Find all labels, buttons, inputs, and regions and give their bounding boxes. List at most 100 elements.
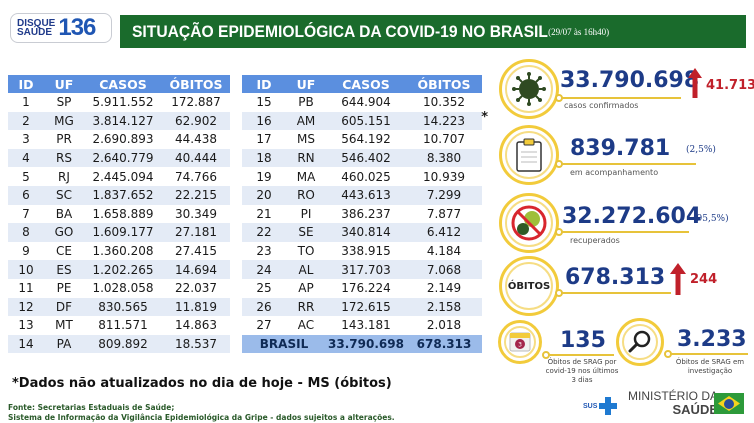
srag-recent-label-line: 3 dias xyxy=(571,376,593,384)
cell-obitos: 7.068 xyxy=(406,260,482,279)
cell-casos: 172.615 xyxy=(326,297,406,317)
source-line-2: Sistema de Informação da Vigilância Epid… xyxy=(8,413,395,422)
cell-casos: 809.892 xyxy=(84,334,162,354)
cell-id: 15 xyxy=(256,95,272,110)
total-label: BRASIL xyxy=(242,334,326,354)
cell-casos: 443.613 xyxy=(326,185,406,205)
cell-id: 12 xyxy=(8,297,44,317)
ministry-line-2: SAÚDE xyxy=(672,402,719,417)
page-title: SITUAÇÃO EPIDEMIOLÓGICA DA COVID-19 NO B… xyxy=(132,21,548,41)
cell-casos: 1.360.208 xyxy=(92,244,154,259)
cell-uf: MG xyxy=(44,111,84,131)
table-row: 23 TO 338.915 4.184 xyxy=(242,242,482,261)
cell-id: 20 xyxy=(242,185,286,205)
recovered-icon-ring xyxy=(499,193,559,253)
cell-obitos: 22.037 xyxy=(175,281,217,296)
cell-id: 9 xyxy=(22,244,30,259)
table-row: 16 AM 605.151 14.223 * xyxy=(242,110,488,131)
cell-id: 2 xyxy=(8,111,44,131)
cell-obitos: 18.537 xyxy=(162,334,230,354)
cell-uf: AP xyxy=(298,281,314,296)
cell-casos: 5.911.552 xyxy=(92,95,154,110)
cell-obitos: 4.184 xyxy=(426,244,462,259)
cell-obitos: 22.215 xyxy=(162,185,230,205)
table-row: 11 PE 1.028.058 22.037 xyxy=(8,279,230,298)
cell-id: 10 xyxy=(8,260,44,279)
table-row: 5 RJ 2.445.094 74.766 xyxy=(8,167,230,186)
deaths-delta: 244 xyxy=(690,272,718,287)
deaths-value: 678.313 xyxy=(565,265,666,290)
cell-id: 19 xyxy=(256,169,272,184)
confirmed-delta: 41.713 xyxy=(706,78,754,93)
cell-obitos: 8.380 xyxy=(406,148,482,168)
calendar-icon: 3 xyxy=(509,332,531,352)
monitoring-underline xyxy=(561,163,696,165)
cell-id: 27 xyxy=(256,318,272,333)
deaths-badge: ÓBITOS xyxy=(507,280,551,292)
cell-uf: CE xyxy=(56,244,72,259)
deaths-underline xyxy=(561,292,671,294)
cell-obitos: 10.352 xyxy=(423,95,465,110)
cell-id: 17 xyxy=(256,132,272,147)
up-arrow-icon xyxy=(688,68,702,98)
cell-uf: MT xyxy=(55,318,73,333)
magnifier-icon xyxy=(628,330,651,353)
cell-obitos: 14.863 xyxy=(175,318,217,333)
source-text: Fonte: Secretarias Estaduais de Saúde; S… xyxy=(8,403,395,423)
monitoring-pct: (2,5%) xyxy=(686,145,716,155)
cell-uf: SE xyxy=(286,223,326,242)
cell-casos: 3.814.127 xyxy=(84,111,162,131)
table-row: 19 MA 460.025 10.939 xyxy=(242,167,482,186)
cell-casos: 2.445.094 xyxy=(92,169,154,184)
deaths-badge-ring: ÓBITOS xyxy=(499,256,559,316)
recovered-label: recuperados xyxy=(570,236,620,245)
cell-uf: RN xyxy=(286,148,326,168)
cell-casos: 564.192 xyxy=(341,132,391,147)
cell-casos: 830.565 xyxy=(84,297,162,317)
cell-uf: MS xyxy=(297,132,315,147)
cell-uf: BA xyxy=(55,206,73,221)
cell-obitos: 40.444 xyxy=(162,148,230,168)
cell-obitos: 11.819 xyxy=(162,297,230,317)
table-row: 4 RS 2.640.779 40.444 xyxy=(8,148,230,168)
table-row: 3 PR 2.690.893 44.438 xyxy=(8,130,230,149)
srag-investigation-label-line: investigação xyxy=(687,367,733,375)
cell-obitos: 172.887 xyxy=(171,95,221,110)
cell-id: 4 xyxy=(8,148,44,168)
table-row: 12 DF 830.565 11.819 xyxy=(8,297,230,317)
cell-uf: PE xyxy=(56,281,72,296)
cell-id: 3 xyxy=(22,132,30,147)
cell-casos: 317.703 xyxy=(326,260,406,279)
table-row: 7 BA 1.658.889 30.349 xyxy=(8,205,230,224)
cell-uf: TO xyxy=(297,244,315,259)
cell-obitos: 2.149 xyxy=(426,281,462,296)
table-row: 1 SP 5.911.552 172.887 xyxy=(8,93,230,112)
confirmed-underline xyxy=(561,97,681,99)
cell-id: 25 xyxy=(256,281,272,296)
cell-casos: 1.658.889 xyxy=(92,206,154,221)
cell-casos: 143.181 xyxy=(341,318,391,333)
confirmed-label: casos confirmados xyxy=(564,101,639,110)
table-row: 26 RR 172.615 2.158 xyxy=(242,297,482,317)
page-title-bar: SITUAÇÃO EPIDEMIOLÓGICA DA COVID-19 NO B… xyxy=(120,15,746,48)
cell-obitos: 14.694 xyxy=(162,260,230,279)
cell-casos: 1.028.058 xyxy=(92,281,154,296)
brazil-flag-icon xyxy=(714,393,744,414)
col-obitos: ÓBITOS xyxy=(162,75,230,93)
monitoring-label: em acompanhamento xyxy=(570,168,659,177)
col-casos: CASOS xyxy=(326,75,406,93)
cell-id: 7 xyxy=(22,206,30,221)
col-uf: UF xyxy=(44,75,84,93)
confirmed-icon-ring xyxy=(499,59,559,119)
cell-uf: AM xyxy=(286,111,326,131)
col-uf: UF xyxy=(286,75,326,93)
table-row: 27 AC 143.181 2.018 xyxy=(242,316,482,335)
srag-investigation-value: 3.233 xyxy=(677,327,747,352)
ministry-line-1: MINISTÉRIO DA xyxy=(628,389,719,403)
disque-saude-136-logo: DISQUE SAÚDE 136 xyxy=(10,13,112,43)
table-row: 21 PI 386.237 7.877 xyxy=(242,205,482,224)
cell-obitos: 27.181 xyxy=(162,223,230,242)
table-row: 8 GO 1.609.177 27.181 xyxy=(8,223,230,242)
cell-uf: PR xyxy=(56,132,72,147)
total-casos: 33.790.698 xyxy=(326,334,406,354)
